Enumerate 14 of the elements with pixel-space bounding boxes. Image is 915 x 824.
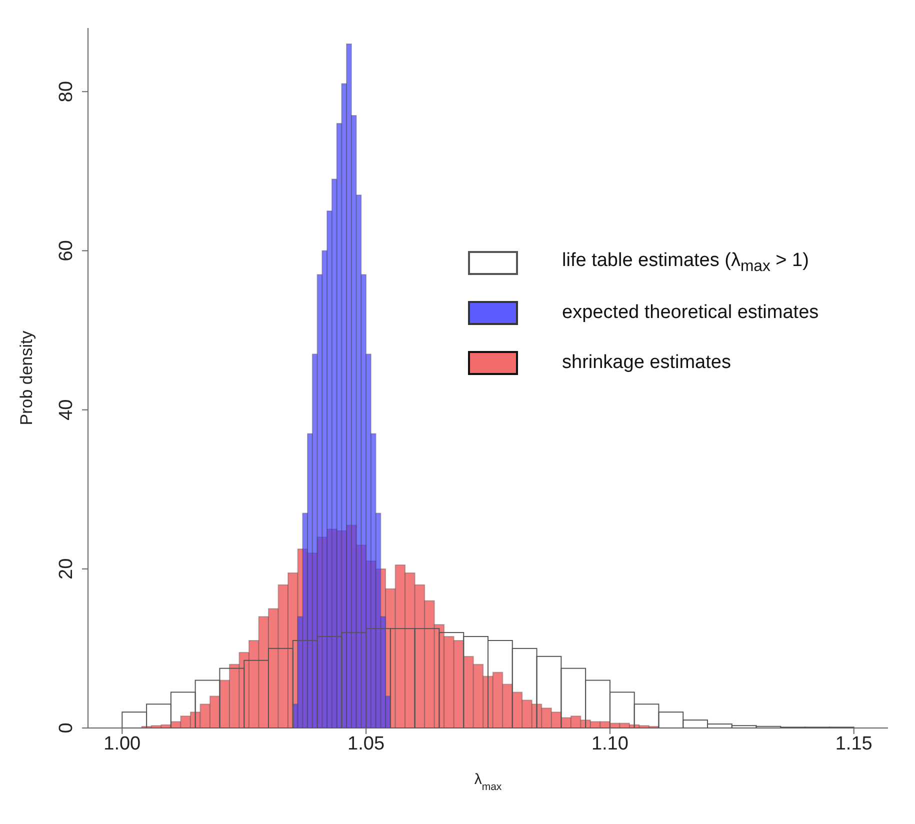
y-axis-title: Prob density	[17, 330, 36, 426]
x-tick-label: 1.05	[348, 733, 385, 754]
x-axis-title: λ$_{max}$	[474, 771, 502, 793]
x-tick-label: 1.15	[835, 733, 872, 754]
legend-label: expected theoretical estimates	[562, 302, 819, 324]
y-tick-label: 0	[56, 722, 77, 734]
x-tick-label: 1.10	[591, 733, 628, 754]
y-tick-label: 80	[56, 81, 77, 102]
y-tick-label: 20	[56, 558, 77, 580]
y-tick-label: 40	[56, 399, 77, 420]
y-tick-label: 60	[56, 240, 77, 262]
x-tick-label: 1.00	[104, 733, 141, 754]
legend-label: life table estimates (λ$_{max}$ > 1)	[562, 250, 809, 276]
legend-label: shrinkage estimates	[562, 352, 731, 374]
